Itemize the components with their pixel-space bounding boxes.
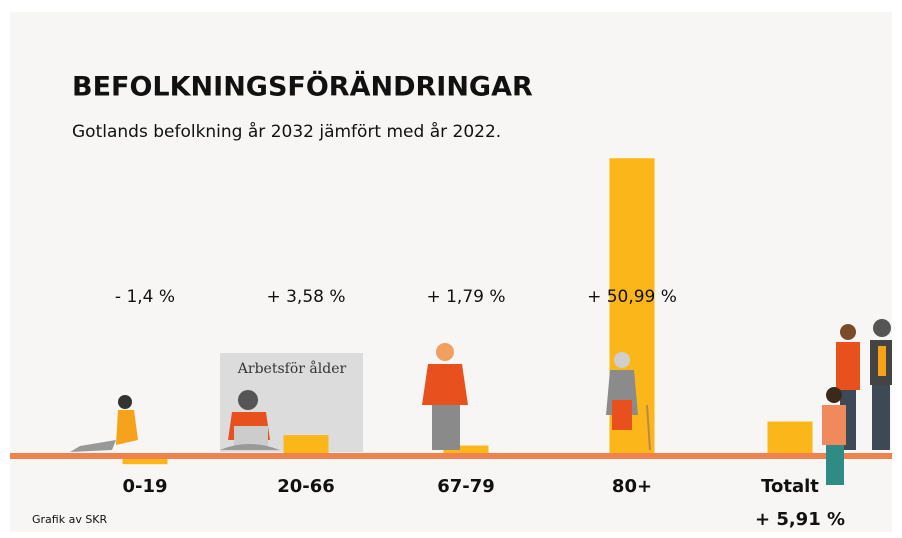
- category-label: 80+: [612, 476, 652, 497]
- bar: [283, 435, 329, 456]
- baseline: [10, 453, 892, 459]
- source: Grafik av SKR: [32, 513, 108, 526]
- chart-title: BEFOLKNINGSFÖRÄNDRINGAR: [72, 70, 533, 103]
- bar: [122, 456, 168, 465]
- category-label: 67-79: [437, 476, 495, 497]
- annotation: Arbetsför ålder: [237, 360, 347, 377]
- value-label: - 1,4 %: [115, 287, 175, 307]
- chart-subtitle: Gotlands befolkning år 2032 jämfört med …: [72, 121, 501, 142]
- category-label: Totalt: [761, 476, 819, 497]
- category-label: 0-19: [122, 476, 167, 497]
- category-label: 20-66: [277, 476, 335, 497]
- illustration: [70, 319, 892, 485]
- bar: [443, 445, 489, 456]
- value-label: + 5,91 %: [755, 509, 845, 530]
- value-label: + 1,79 %: [426, 287, 505, 307]
- value-label: + 3,58 %: [266, 287, 345, 307]
- bar: [767, 421, 813, 456]
- value-label: + 50,99 %: [587, 287, 677, 307]
